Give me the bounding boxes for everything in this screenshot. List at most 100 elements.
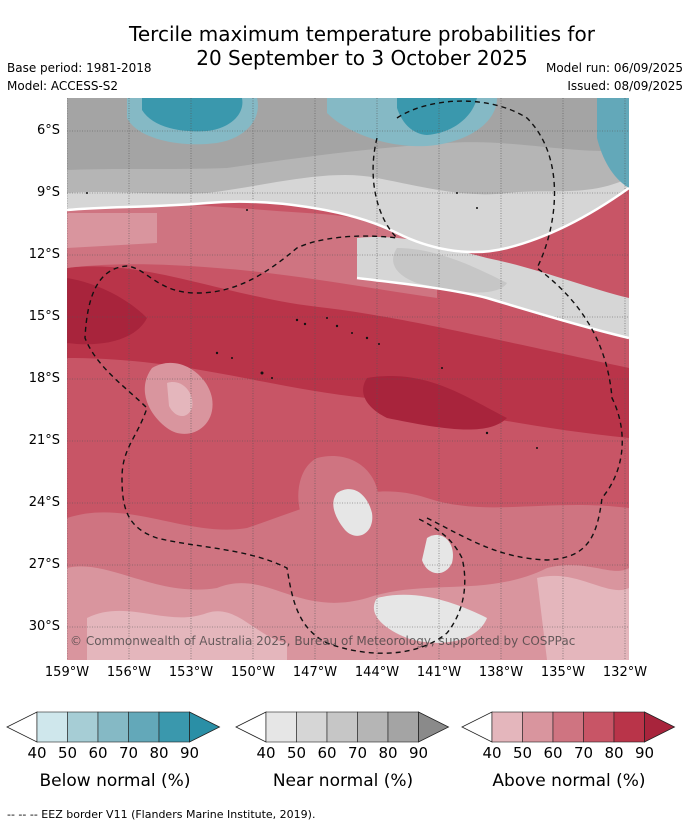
near-normal-40-patch-3 (373, 594, 487, 643)
issued-date: Issued: 08/09/2025 (567, 79, 683, 93)
colorbar-segment (387, 711, 419, 743)
colorbar-tick-label: 90 (408, 744, 429, 762)
lat-label: 18°S (28, 371, 60, 386)
colorbar-segment (36, 711, 68, 743)
colorbar-under-triangle (461, 711, 493, 743)
lon-label: 159°W (44, 665, 90, 680)
colorbar-segment (326, 711, 358, 743)
lon-label: 138°W (478, 665, 524, 680)
copyright-credit: © Commonwealth of Australia 2025, Bureau… (70, 634, 576, 648)
lon-label: 150°W (230, 665, 276, 680)
colorbar-over-triangle (644, 711, 676, 743)
title-line-1: Tercile maximum temperature probabilitie… (129, 22, 595, 46)
colorbar-tick-label: 70 (118, 744, 139, 762)
colorbar-tick-label: 80 (378, 744, 398, 762)
colorbar-segment (97, 711, 129, 743)
colorbar-title-above: Above normal (%) (492, 771, 646, 791)
lon-label: 147°W (292, 665, 338, 680)
colorbar-segment (265, 711, 297, 743)
colorbar-tick-label: 60 (543, 744, 563, 762)
model-name: Model: ACCESS-S2 (7, 79, 119, 93)
contour-white-east (356, 276, 629, 340)
colorbar-tick-label: 80 (604, 744, 624, 762)
colorbar-near-normal (235, 711, 450, 743)
colorbar-tick-label: 70 (573, 744, 594, 762)
graticule (67, 98, 629, 660)
colorbar-segment (128, 711, 160, 743)
colorbar-segment (491, 711, 523, 743)
map-canvas (67, 98, 629, 660)
below-normal-70-ne (597, 98, 629, 188)
eez-border-east (396, 100, 623, 561)
near-normal-40-patch-2 (422, 534, 453, 574)
lat-label: 9°S (36, 185, 60, 200)
colorbar-title-below: Below normal (%) (39, 771, 191, 791)
lon-label: 144°W (354, 665, 400, 680)
colorbar-segment (552, 711, 584, 743)
lat-label: 21°S (28, 433, 60, 448)
colorbar-tick-label: 90 (634, 744, 655, 762)
eez-borders (84, 100, 623, 654)
lat-label: 30°S (28, 619, 60, 634)
colorbar-tick-label: 50 (512, 744, 533, 762)
colorbar-tick-label: 60 (317, 744, 337, 762)
islands (86, 192, 538, 449)
colorbar-below-normal (6, 711, 221, 743)
lon-label: 132°W (602, 665, 648, 680)
colorbar-over-triangle (418, 711, 450, 743)
above-normal-90-center (363, 376, 507, 430)
above-normal-40-se (537, 575, 629, 660)
lat-label: 24°S (28, 495, 60, 510)
colorbar-tick-label: 50 (57, 744, 78, 762)
map-title: Tercile maximum temperature probabilitie… (0, 22, 690, 70)
contour-white-north (67, 186, 629, 254)
meta-left: Base period: 1981-2018 Model: ACCESS-S2 (7, 59, 152, 95)
colorbar-title-near: Near normal (%) (272, 771, 414, 791)
above-normal-60-north (67, 203, 437, 298)
colorbar-tick-label: 80 (149, 744, 169, 762)
lon-label: 141°W (416, 665, 462, 680)
base-period: Base period: 1981-2018 (7, 61, 152, 75)
colorbar-tick-label: 40 (256, 744, 276, 762)
lon-label: 156°W (106, 665, 152, 680)
colorbar-under-triangle (235, 711, 267, 743)
colorbars (6, 711, 676, 743)
colorbar-under-triangle (6, 711, 38, 743)
above-normal-40-south (87, 610, 287, 660)
above-normal-50-nw (67, 213, 157, 248)
footnote: -- -- -- EEZ border V11 (Flanders Marine… (7, 808, 316, 821)
below-normal-80-north (397, 98, 477, 135)
probability-map (67, 98, 629, 660)
colorbar-tick-label: 40 (482, 744, 502, 762)
title-line-2: 20 September to 3 October 2025 (196, 46, 528, 70)
colorbar-segment (158, 711, 190, 743)
lat-label: 12°S (28, 247, 60, 262)
lon-label: 153°W (168, 665, 214, 680)
eez-border-central (84, 137, 466, 654)
lat-label: 27°S (28, 557, 60, 572)
below-normal-80-nw (142, 98, 243, 132)
colorbar-tick-label: 70 (347, 744, 368, 762)
above-normal-40-pocket-west (167, 382, 193, 417)
lon-label: 135°W (540, 665, 586, 680)
above-normal-80-band (67, 266, 629, 438)
colorbar-over-triangle (189, 711, 221, 743)
colorbar-segment (296, 711, 328, 743)
meta-right: Model run: 06/09/2025 Issued: 08/09/2025 (546, 59, 683, 95)
above-normal-90-west (67, 278, 147, 345)
colorbar-above-normal (461, 711, 676, 743)
lat-label: 15°S (28, 309, 60, 324)
model-run: Model run: 06/09/2025 (545, 61, 683, 75)
colorbar-segment (357, 711, 389, 743)
colorbar-segment (522, 711, 554, 743)
colorbar-tick-label: 60 (88, 744, 108, 762)
lat-label: 6°S (36, 123, 60, 138)
colorbar-tick-label: 50 (286, 744, 307, 762)
near-normal-40-patch-1 (333, 489, 373, 536)
near-normal-60-east (393, 248, 507, 293)
colorbar-segment (583, 711, 615, 743)
colorbar-segment (613, 711, 645, 743)
colorbar-segment (67, 711, 99, 743)
colorbar-tick-label: 90 (179, 744, 200, 762)
colorbar-tick-label: 40 (27, 744, 47, 762)
